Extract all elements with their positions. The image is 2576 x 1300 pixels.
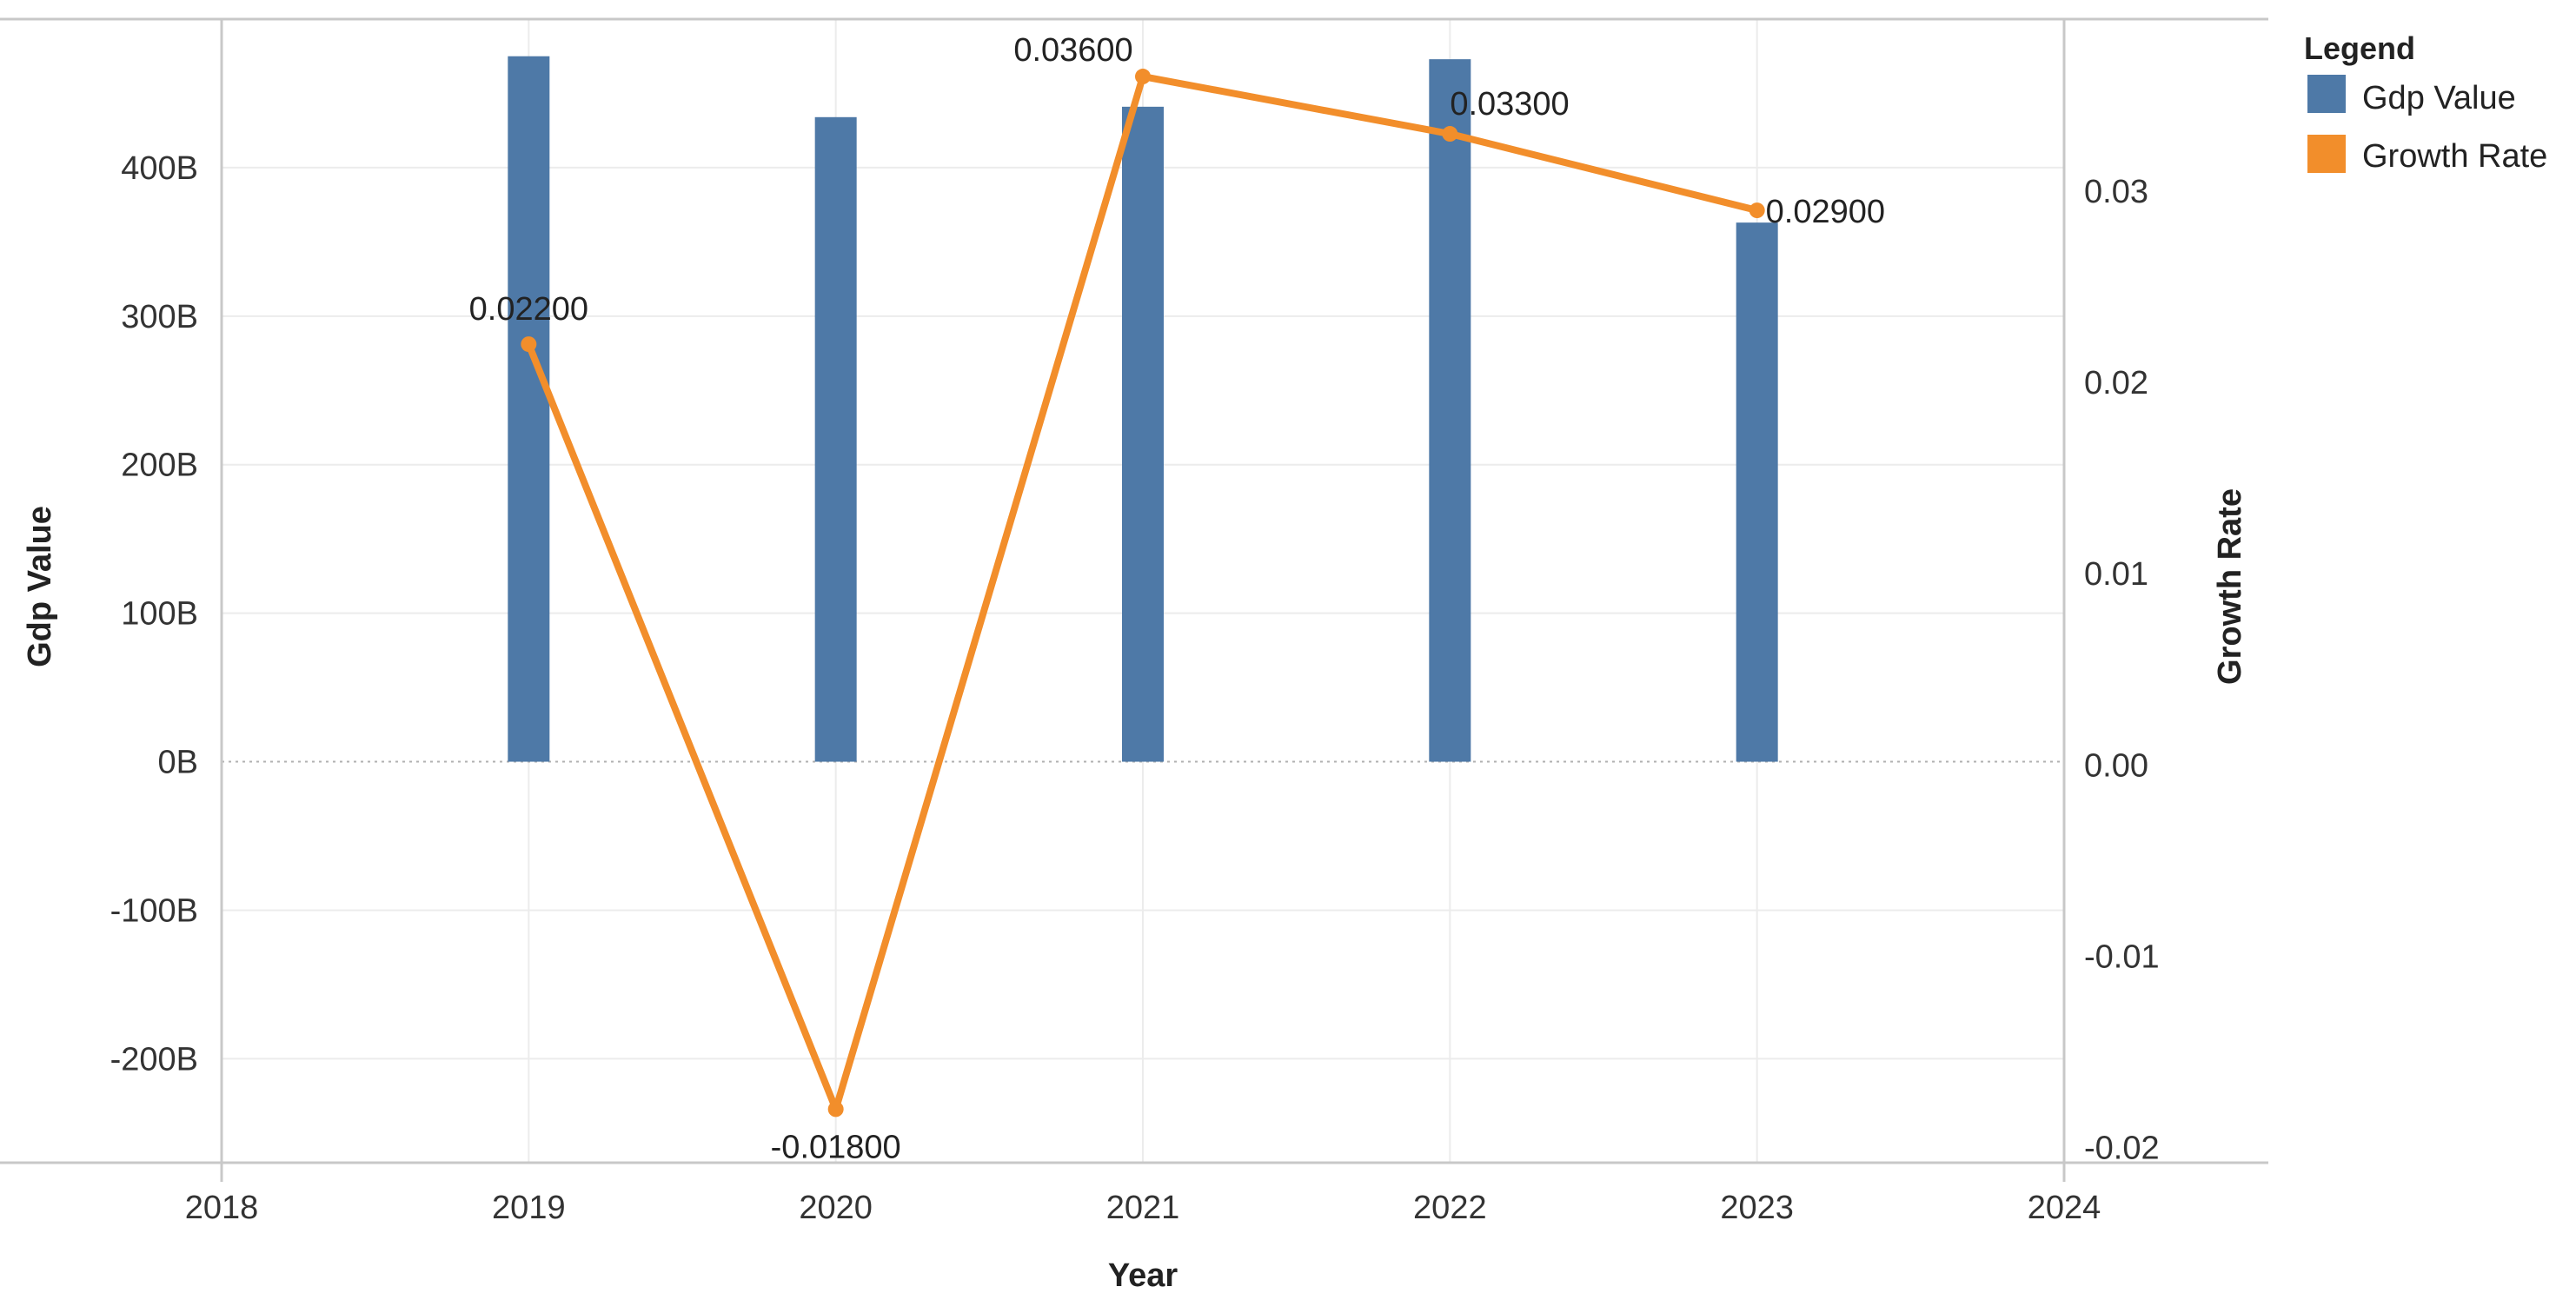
growth-rate-point [1442,126,1458,143]
data-labels: 0.02200 -0.01800 0.03600 0.03300 0.02900 [469,32,1885,1165]
gdp-value-bar [508,56,550,762]
axes [0,17,2268,1182]
y-left-tick-label: 200B [121,448,198,484]
growth-rate-data-label: 0.02900 [1766,194,1885,230]
gdp-value-bar [814,116,857,762]
y-right-tick-label: 0.03 [2084,174,2148,210]
growth-rate-line [521,69,1765,1118]
x-tick-label: 2022 [1413,1190,1487,1226]
legend-swatch-gdp-value [2307,75,2346,113]
y-right-tick-label: 0.02 [2084,365,2148,401]
legend-swatch-growth-rate [2307,135,2346,173]
growth-rate-data-label: -0.01800 [771,1129,901,1165]
legend-label-growth-rate: Growth Rate [2362,138,2547,175]
gdp-value-bar [1429,59,1471,762]
legend-title: Legend [2304,30,2415,66]
growth-rate-point [1135,69,1151,85]
y-left-tick-label: 300B [121,299,198,335]
x-axis-title: Year [1108,1257,1178,1294]
tick-labels: -200B -100B 0B 100B 200B 300B 400B -0.02 -0.01 0.… [110,150,2160,1226]
y-right-tick-label: -0.01 [2084,939,2160,975]
y-left-tick-label: -100B [110,892,198,929]
growth-rate-data-label: 0.03300 [1450,86,1569,123]
y-right-tick-label: 0.00 [2084,747,2148,784]
x-tick-label: 2018 [185,1190,259,1226]
growth-rate-point [521,336,537,353]
x-tick-label: 2023 [1720,1190,1794,1226]
x-tick-label: 2019 [492,1190,566,1226]
growth-rate-point [827,1101,844,1118]
growth-rate-data-label: 0.02200 [469,291,588,328]
legend: Legend Gdp Value Growth Rate [2304,30,2547,175]
gdp-value-bar [1122,106,1164,762]
legend-label-gdp-value: Gdp Value [2362,80,2516,116]
x-tick-label: 2021 [1106,1190,1180,1226]
y-left-tick-label: -200B [110,1041,198,1078]
y-left-tick-label: 400B [121,150,198,187]
gdp-value-bars [508,56,1778,762]
growth-rate-point [1749,202,1765,219]
growth-rate-data-label: 0.03600 [1013,32,1132,69]
y-right-tick-label: 0.01 [2084,556,2148,593]
y-axis-right-title: Growth Rate [2212,488,2248,685]
y-axis-left-title: Gdp Value [22,506,58,667]
y-right-tick-label: -0.02 [2084,1130,2160,1166]
x-tick-label: 2024 [2028,1190,2101,1226]
y-left-tick-label: 0B [158,745,198,781]
x-tick-label: 2020 [799,1190,873,1226]
gdp-value-bar [1736,222,1778,762]
y-left-tick-label: 100B [121,596,198,633]
